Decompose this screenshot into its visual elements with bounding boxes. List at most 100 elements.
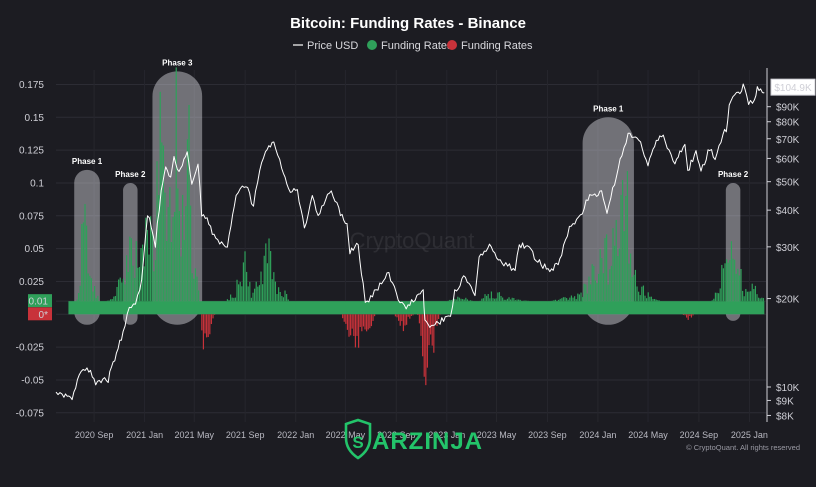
funding-rate-bar xyxy=(164,192,166,302)
funding-rate-bar xyxy=(108,300,110,302)
phase-label: Phase 1 xyxy=(593,104,624,113)
funding-rate-bar xyxy=(239,281,241,302)
funding-rate-bar xyxy=(618,248,621,302)
left-axis-tick-label: 0.15 xyxy=(25,113,45,124)
funding-rate-bar xyxy=(746,291,749,302)
funding-rate-bar xyxy=(719,288,721,302)
funding-rate-bar xyxy=(450,300,453,302)
funding-rate-bar xyxy=(761,297,763,302)
left-axis-tick-label: 0.025 xyxy=(19,277,44,288)
funding-rate-bar xyxy=(273,272,275,302)
funding-rate-bar xyxy=(183,240,185,302)
funding-rate-bar xyxy=(196,276,198,302)
funding-rate-bar xyxy=(460,298,462,302)
funding-rate-bar xyxy=(754,285,757,302)
funding-rate-bar-negative xyxy=(406,314,408,325)
funding-rate-bar xyxy=(575,299,577,302)
funding-rate-bar xyxy=(714,292,717,302)
left-axis-tick-label: 0.01 xyxy=(29,297,49,308)
funding-rate-bar xyxy=(90,278,93,302)
chart-title: Bitcoin: Funding Rates - Binance xyxy=(290,15,526,32)
funding-rate-bar xyxy=(271,279,273,302)
funding-rate-bar-negative xyxy=(434,314,437,324)
funding-rate-bar xyxy=(492,298,494,302)
funding-rate-bar xyxy=(519,299,521,302)
funding-rate-bar xyxy=(753,289,755,302)
left-axis-tick-label: 0.125 xyxy=(19,146,44,157)
funding-rate-bar xyxy=(167,207,169,302)
funding-rate-bar xyxy=(242,262,245,302)
funding-rate-bar xyxy=(158,195,160,302)
funding-rate-bar xyxy=(230,294,232,302)
funding-rate-bar xyxy=(730,241,733,302)
funding-rate-bar xyxy=(574,296,576,302)
funding-rate-bar xyxy=(641,286,643,302)
axis-tick-highlight xyxy=(28,307,52,321)
funding-rate-bar xyxy=(258,285,261,302)
funding-rate-bar-negative xyxy=(201,314,203,331)
x-axis-tick-label: 2023 May xyxy=(477,430,517,440)
funding-rate-bar xyxy=(649,296,651,302)
funding-rate-bar xyxy=(562,297,565,302)
funding-rate-bar xyxy=(129,236,131,302)
funding-rate-bar xyxy=(586,293,589,302)
funding-rate-bar xyxy=(113,296,115,302)
funding-rate-bar xyxy=(138,266,141,302)
funding-rate-bar xyxy=(508,297,510,302)
funding-rate-bar xyxy=(713,298,715,302)
funding-rate-bar xyxy=(615,220,617,302)
funding-rate-bar-negative xyxy=(345,314,347,324)
funding-rate-bar xyxy=(76,299,78,302)
right-axis-tick-label: $9K xyxy=(776,396,794,407)
funding-rate-bar xyxy=(250,297,253,302)
funding-rate-bar xyxy=(628,263,630,302)
right-axis-tick-label: $50K xyxy=(776,178,800,189)
brand-logo: S ARZINJA xyxy=(344,418,482,460)
funding-rate-bar xyxy=(647,292,649,302)
funding-rate-bar xyxy=(454,298,456,302)
funding-rate-bar xyxy=(655,299,657,302)
funding-rate-bar xyxy=(759,298,761,302)
funding-rate-bar-negative xyxy=(420,314,422,336)
funding-rate-bar xyxy=(246,271,248,302)
funding-rate-bar xyxy=(463,299,465,302)
right-axis: $90K $80K $70K $60K $50K $40K $30K $20K $10K $9K $… xyxy=(766,68,816,422)
funding-rate-bar xyxy=(644,295,646,302)
funding-rate-bar xyxy=(636,286,638,302)
x-axis-tick-label: 2020 Sep xyxy=(75,430,114,440)
funding-rate-bar xyxy=(489,298,491,302)
funding-rate-bar xyxy=(745,288,747,302)
funding-rate-bar-negative xyxy=(351,314,353,329)
funding-rate-bar xyxy=(254,288,256,302)
current-price-badge xyxy=(770,78,816,96)
funding-rate-bar xyxy=(124,284,126,302)
x-axis-tick-label: 2022 Jan xyxy=(277,430,314,440)
right-axis-tick-label: $40K xyxy=(776,206,800,217)
phase-label: Phase 1 xyxy=(72,157,103,166)
funding-rate-bar xyxy=(623,231,625,302)
funding-rate-bar xyxy=(166,240,168,302)
funding-rate-bar xyxy=(638,291,640,302)
funding-rate-bar xyxy=(185,206,187,302)
funding-rate-bar xyxy=(590,284,592,302)
funding-rate-bar xyxy=(762,298,765,302)
funding-rate-bar xyxy=(724,263,726,302)
funding-rate-bar xyxy=(559,298,561,302)
funding-rate-bar-negative xyxy=(343,314,345,322)
price-line xyxy=(55,83,765,401)
funding-rate-bar xyxy=(564,297,566,302)
funding-rate-bar-negative xyxy=(684,314,686,316)
funding-rate-bar-negative xyxy=(394,314,397,317)
funding-rate-bar xyxy=(121,282,123,302)
funding-rate-bar xyxy=(721,264,723,302)
funding-rate-bar-negative xyxy=(428,314,430,346)
funding-rate-bar xyxy=(150,216,152,302)
funding-rate-bar xyxy=(617,256,619,302)
funding-rate-bar xyxy=(127,271,129,302)
chart-legend[interactable]: Price USD Funding Rates Funding Rates xyxy=(293,40,533,52)
funding-rate-bar xyxy=(738,275,741,302)
funding-rate-bar xyxy=(729,260,731,302)
funding-rate-bar xyxy=(722,268,725,302)
funding-rate-bar xyxy=(92,291,94,302)
